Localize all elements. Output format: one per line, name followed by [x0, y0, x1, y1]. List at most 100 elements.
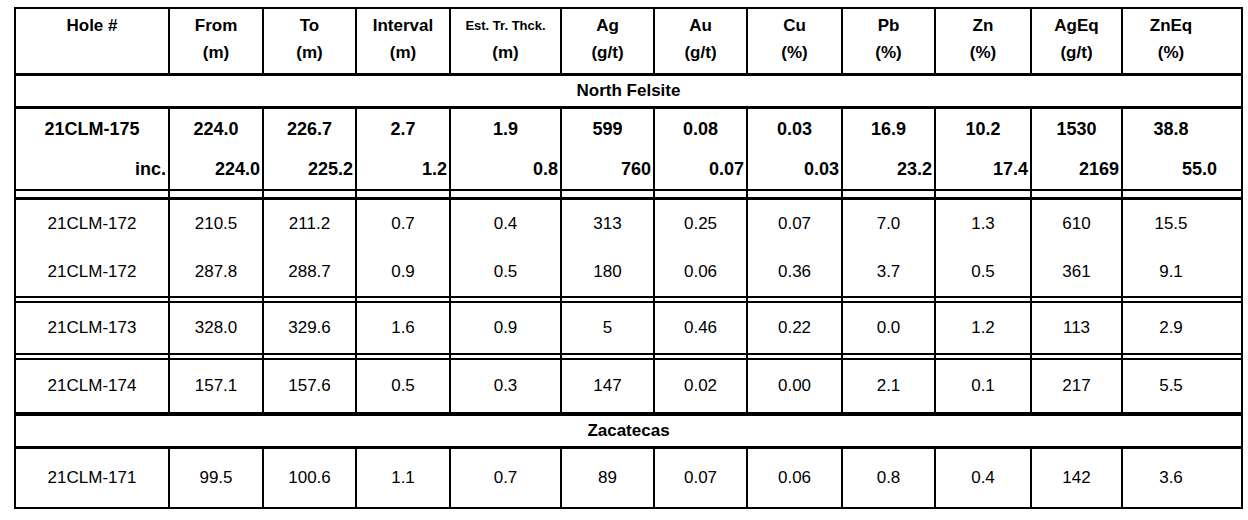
header-row: Hole #From(m)To(m)Interval(m)Est. Tr. Th… — [16, 9, 1241, 76]
value-cell: 1.3 — [934, 200, 1030, 248]
row-group: 21CLM-172210.5211.20.70.43130.250.077.01… — [16, 197, 1241, 298]
value-cell: 16.9 — [841, 109, 934, 149]
separator-cell — [746, 191, 841, 197]
value-cell: 217 — [1030, 360, 1121, 412]
value-cell: 89 — [560, 449, 653, 507]
column-header-unit: (%) — [970, 40, 996, 66]
value-cell: 760 — [560, 149, 653, 189]
column-header: Ag(g/t) — [560, 9, 653, 73]
value-cell: 0.22 — [746, 303, 841, 353]
value-cell: 0.07 — [746, 200, 841, 248]
section-band: North Felsite — [16, 76, 1241, 109]
column-header-unit: (%) — [875, 40, 901, 66]
value-cell: 38.8 — [1121, 109, 1219, 149]
separator-cell — [560, 298, 653, 301]
column-header-unit: (m) — [203, 40, 229, 66]
separator-cell — [841, 298, 934, 301]
hole-id-cell: 21CLM-171 — [16, 449, 168, 507]
separator-cell — [355, 298, 449, 301]
separator-cell — [168, 355, 262, 358]
separator-cell — [355, 191, 449, 197]
separator-cell — [841, 191, 934, 197]
value-cell: 2169 — [1030, 149, 1121, 189]
value-cell: 0.07 — [653, 149, 746, 189]
column-header: Zn(%) — [934, 9, 1030, 73]
hole-id-cell: 21CLM-175 — [16, 109, 168, 149]
column-header-label: Hole # — [66, 12, 117, 40]
column-header-label: Zn — [973, 12, 994, 40]
value-cell: 0.4 — [449, 200, 560, 248]
value-cell: 0.8 — [841, 449, 934, 507]
separator-cell — [1121, 191, 1219, 197]
value-cell: 10.2 — [934, 109, 1030, 149]
separator-cell — [653, 298, 746, 301]
column-header-unit: (g/t) — [591, 40, 623, 66]
value-cell: 17.4 — [934, 149, 1030, 189]
section-band-title: Zacatecas — [587, 421, 669, 441]
value-cell: 328.0 — [168, 303, 262, 353]
separator-cell — [262, 298, 355, 301]
separator-cell — [934, 298, 1030, 301]
value-cell: 142 — [1030, 449, 1121, 507]
column-header-unit: (m) — [390, 40, 416, 66]
value-cell: 147 — [560, 360, 653, 412]
hole-id-cell: inc. — [16, 149, 168, 189]
value-cell: 0.06 — [653, 248, 746, 296]
value-cell: 0.8 — [449, 149, 560, 189]
value-cell: 0.7 — [355, 200, 449, 248]
value-cell: 210.5 — [168, 200, 262, 248]
column-header-unit: (%) — [1158, 40, 1184, 66]
value-cell: 0.08 — [653, 109, 746, 149]
column-header-label: AgEq — [1054, 12, 1098, 40]
column-header-unit: (g/t) — [684, 40, 716, 66]
value-cell: 226.7 — [262, 109, 355, 149]
value-cell: 610 — [1030, 200, 1121, 248]
column-header-label: Pb — [878, 12, 900, 40]
value-cell: 0.07 — [653, 449, 746, 507]
separator-cell — [168, 191, 262, 197]
group-separator — [16, 191, 1241, 197]
value-cell: 0.3 — [449, 360, 560, 412]
separator-cell — [16, 298, 168, 301]
column-header: Cu(%) — [746, 9, 841, 73]
row-group: 21CLM-174157.1157.60.50.31470.020.002.10… — [16, 358, 1241, 414]
column-header-label: Interval — [373, 12, 433, 40]
column-header-label: From — [195, 12, 238, 40]
value-cell: 15.5 — [1121, 200, 1219, 248]
value-cell: 211.2 — [262, 200, 355, 248]
separator-cell — [262, 355, 355, 358]
separator-cell — [1030, 298, 1121, 301]
value-cell: 99.5 — [168, 449, 262, 507]
separator-cell — [168, 298, 262, 301]
value-cell: 0.0 — [841, 303, 934, 353]
column-header: ZnEq(%) — [1121, 9, 1219, 73]
hole-id-cell: 21CLM-172 — [16, 200, 168, 248]
separator-cell — [449, 191, 560, 197]
separator-cell — [1030, 191, 1121, 197]
column-header-label: Est. Tr. Thck. — [465, 12, 545, 40]
value-cell: 224.0 — [168, 149, 262, 189]
value-cell: 0.5 — [355, 360, 449, 412]
value-cell: 1.6 — [355, 303, 449, 353]
separator-cell — [653, 191, 746, 197]
separator-cell — [934, 191, 1030, 197]
column-header-unit: (m) — [492, 40, 518, 66]
value-cell: 180 — [560, 248, 653, 296]
row-group: 21CLM-173328.0329.61.60.950.460.220.01.2… — [16, 301, 1241, 355]
value-cell: 313 — [560, 200, 653, 248]
column-header: Hole # — [16, 9, 168, 73]
value-cell: 329.6 — [262, 303, 355, 353]
value-cell: 157.6 — [262, 360, 355, 412]
value-cell: 0.9 — [449, 303, 560, 353]
separator-cell — [746, 355, 841, 358]
separator-cell — [746, 298, 841, 301]
value-cell: 0.25 — [653, 200, 746, 248]
column-header: AgEq(g/t) — [1030, 9, 1121, 73]
table-row: 21CLM-17199.5100.61.10.7890.070.060.80.4… — [16, 449, 1241, 507]
value-cell: 5 — [560, 303, 653, 353]
value-cell: 0.5 — [449, 248, 560, 296]
column-header: Est. Tr. Thck.(m) — [449, 9, 560, 73]
column-header-label: Ag — [596, 12, 619, 40]
table-row: inc.224.0225.21.20.87600.070.0323.217.42… — [16, 149, 1241, 189]
row-group: 21CLM-17199.5100.61.10.7890.070.060.80.4… — [16, 449, 1241, 507]
